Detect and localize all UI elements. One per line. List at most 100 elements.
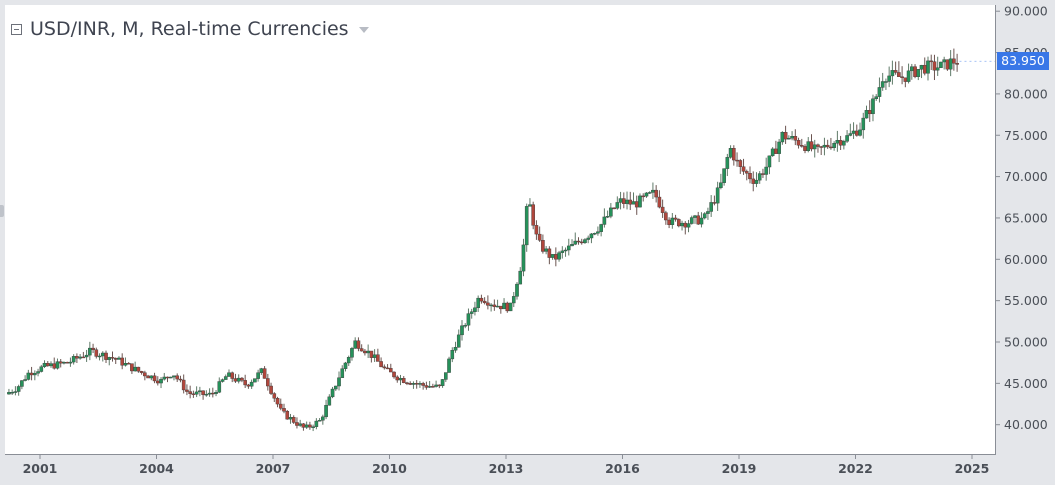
candle-down (388, 368, 393, 373)
candle-down (903, 77, 908, 82)
candle-up (350, 348, 354, 358)
candle-up (524, 206, 529, 246)
candle-down (356, 340, 361, 349)
candle-up (812, 144, 817, 150)
x-axis-tick-label: 2004 (139, 461, 174, 476)
candle-down (673, 217, 678, 220)
candle-up (372, 354, 377, 358)
candle-up (55, 361, 60, 369)
candle-up (874, 96, 879, 100)
candle-up (68, 361, 73, 364)
candle-up (877, 87, 882, 97)
candle-up (7, 392, 11, 395)
candle-up (689, 217, 694, 224)
candle-up (560, 250, 565, 253)
candle-up (787, 137, 791, 140)
candle-down (52, 363, 57, 369)
candle-up (207, 392, 212, 395)
candle-down (382, 366, 387, 369)
candle-up (107, 357, 112, 360)
candle-down (621, 198, 626, 204)
candle-up (249, 381, 254, 387)
candle-up (693, 215, 697, 218)
candle-up (557, 252, 561, 260)
candle-up (583, 239, 587, 244)
candle-down (405, 382, 409, 384)
candle-up (864, 110, 869, 119)
candle-down (120, 357, 124, 366)
candle-down (188, 391, 192, 394)
chart-legend[interactable]: USD/INR, M, Real-time Currencies (11, 18, 369, 40)
candle-up (890, 70, 895, 77)
candle-down (233, 378, 238, 382)
candle-down (479, 297, 484, 302)
candle-down (295, 422, 299, 426)
candle-up (16, 386, 21, 392)
candle-down (94, 349, 99, 357)
y-axis-tick-label: 70.000 (1004, 169, 1048, 184)
candle-up (566, 245, 571, 251)
candle-down (579, 241, 584, 244)
candle-up (605, 216, 610, 218)
candle-up (447, 358, 451, 373)
candle-down (211, 392, 215, 395)
collapse-icon[interactable] (11, 23, 22, 35)
candle-up (39, 366, 44, 372)
candle-up (770, 148, 775, 157)
candle-up (515, 283, 519, 297)
candle-up (638, 195, 642, 208)
candle-down (230, 372, 235, 379)
candle-down (65, 362, 69, 364)
candle-up (848, 133, 853, 136)
candle-up (495, 305, 500, 308)
candle-up (117, 357, 121, 360)
candle-up (767, 155, 772, 168)
candle-up (570, 244, 574, 247)
candle-up (764, 166, 768, 175)
candle-up (71, 356, 76, 363)
candle-up (366, 350, 370, 354)
candle-up (340, 368, 345, 378)
candle-down (654, 189, 658, 198)
candle-down (537, 233, 542, 241)
candle-down (952, 58, 956, 64)
candle-up (586, 237, 590, 240)
candle-down (272, 393, 277, 399)
resize-handle-icon[interactable] (0, 205, 4, 217)
candle-up (288, 417, 293, 420)
candle-up (670, 217, 675, 225)
dropdown-caret-icon[interactable] (358, 27, 369, 33)
candle-up (311, 426, 315, 428)
x-axis-tick-label: 2016 (605, 461, 640, 476)
candle-up (511, 296, 516, 304)
legend-title: USD/INR, M, Real-time Currencies (30, 18, 349, 40)
y-axis-tick-label: 75.000 (1004, 128, 1048, 143)
candle-down (392, 371, 396, 378)
candle-down (955, 63, 959, 65)
plot-area[interactable] (5, 5, 996, 455)
candle-up (20, 380, 24, 387)
candle-down (308, 424, 312, 428)
candle-down (505, 302, 510, 312)
candle-down (75, 356, 79, 359)
x-axis-tick-label: 2013 (489, 461, 524, 476)
candle-up (33, 373, 37, 376)
candle-down (667, 219, 671, 225)
candle-down (809, 141, 814, 150)
candle-down (240, 377, 244, 381)
candle-down (275, 397, 280, 405)
candle-up (832, 143, 836, 148)
candle-up (719, 182, 723, 188)
candle-up (948, 58, 953, 70)
x-axis-tick-label: 2019 (722, 461, 757, 476)
candle-down (246, 384, 251, 387)
candle-down (269, 385, 273, 394)
candle-down (369, 350, 374, 358)
candle-down (738, 160, 743, 167)
candle-up (159, 378, 163, 384)
candle-down (126, 362, 131, 365)
candle-up (777, 141, 781, 154)
candle-up (168, 376, 173, 379)
candle-up (26, 372, 31, 380)
candle-up (49, 363, 53, 367)
